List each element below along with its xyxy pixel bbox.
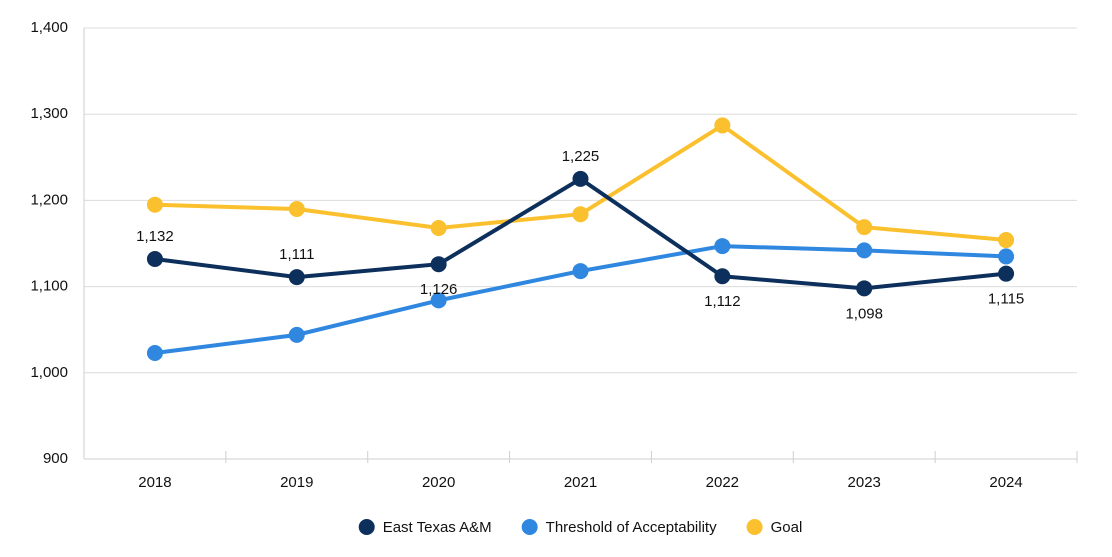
data-label: 1,112 (704, 293, 740, 310)
legend-marker (746, 519, 763, 535)
point (856, 219, 873, 236)
point (856, 242, 873, 259)
point (714, 268, 731, 285)
point (998, 232, 1015, 249)
legend-label: Threshold of Acceptability (546, 519, 717, 536)
point (572, 170, 589, 187)
legend-marker (521, 519, 538, 535)
point (856, 280, 873, 297)
point (146, 251, 163, 268)
point (714, 117, 731, 134)
point (288, 326, 305, 343)
data-label: 1,225 (562, 148, 600, 165)
point (430, 256, 447, 273)
data-label: 1,111 (279, 246, 314, 263)
data-label: 1,132 (136, 228, 174, 245)
y-tick-label: 1,300 (30, 105, 68, 122)
y-tick-label: 1,400 (30, 19, 68, 36)
point (146, 344, 163, 361)
x-tick-label: 2021 (564, 474, 597, 491)
data-label: 1,098 (845, 305, 883, 322)
point (146, 196, 163, 213)
x-tick-label: 2018 (138, 474, 171, 491)
x-tick-label: 2024 (989, 474, 1022, 491)
y-tick-label: 1,000 (30, 364, 68, 381)
point (998, 248, 1015, 265)
y-tick-label: 1,200 (30, 191, 68, 208)
data-label: 1,126 (420, 281, 458, 298)
point (572, 263, 589, 280)
point (998, 265, 1015, 282)
x-tick-label: 2023 (848, 474, 881, 491)
y-tick-label: 1,100 (30, 278, 68, 295)
point (714, 238, 731, 255)
point (288, 201, 305, 218)
point (572, 206, 589, 223)
legend-marker (358, 519, 375, 535)
x-tick-label: 2022 (706, 474, 739, 491)
point (430, 219, 447, 236)
y-tick-label: 900 (43, 450, 68, 467)
x-tick-label: 2020 (422, 474, 455, 491)
legend-label: East Texas A&M (383, 519, 492, 536)
legend-label: Goal (771, 519, 803, 536)
point (430, 292, 447, 309)
data-label: 1,115 (988, 291, 1024, 308)
x-tick-label: 2019 (280, 474, 313, 491)
point (288, 269, 305, 286)
